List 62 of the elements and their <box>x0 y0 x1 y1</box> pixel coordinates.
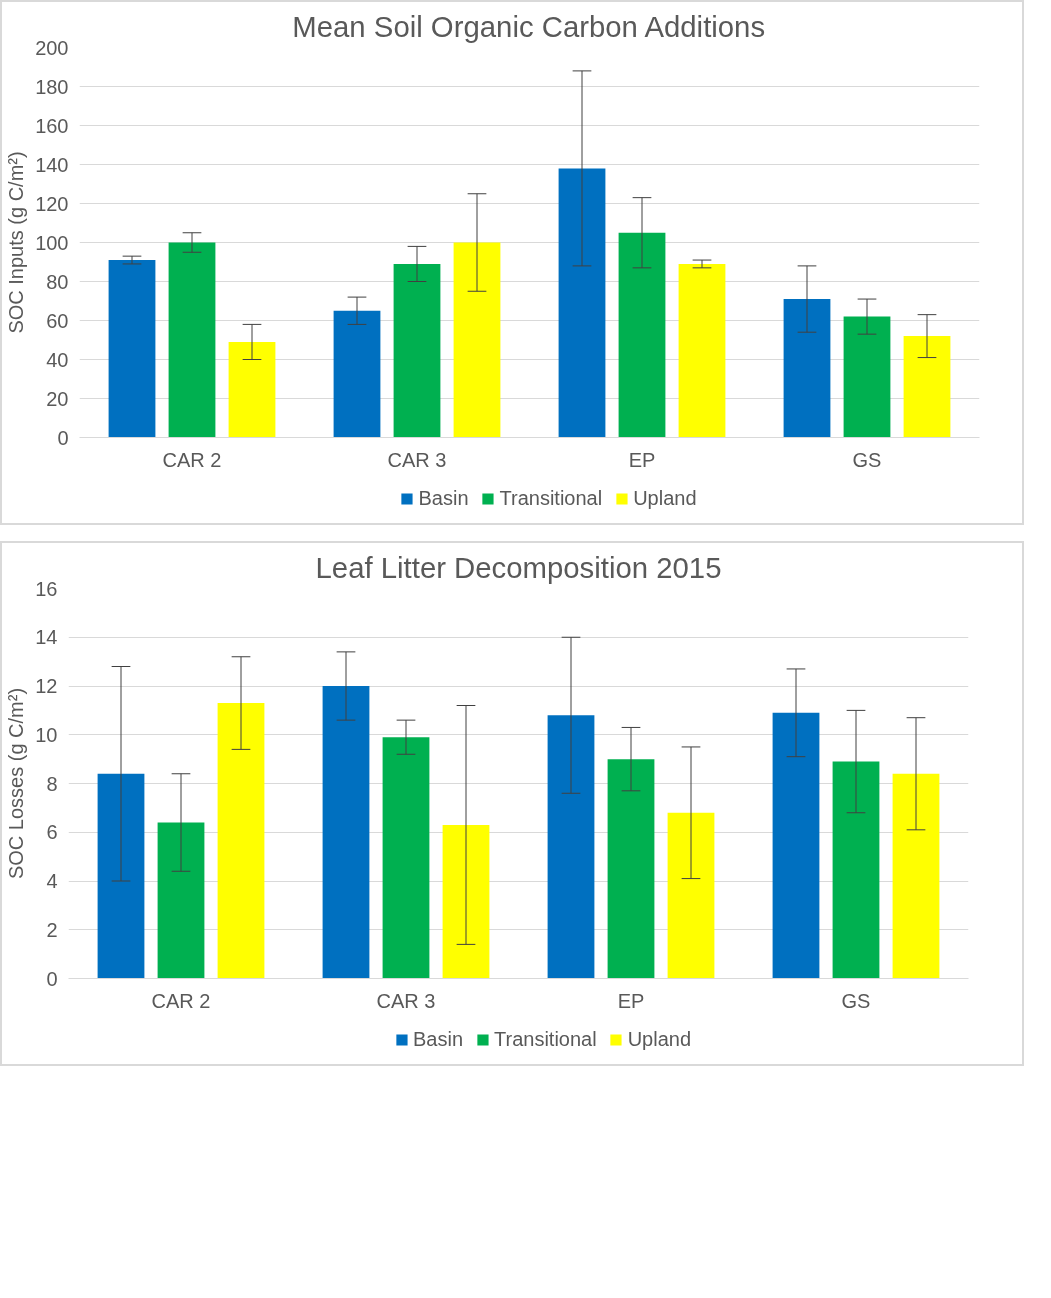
legend-label: Transitional <box>494 1027 597 1051</box>
bar <box>772 712 820 979</box>
y-tick-label: 10 <box>35 723 58 746</box>
bar <box>832 761 880 979</box>
x-tick-label: CAR 2 <box>151 989 211 1012</box>
bar <box>903 336 951 438</box>
bar <box>678 263 726 438</box>
legend-label: Basin <box>418 486 469 510</box>
bar <box>393 263 441 438</box>
x-tick-label: CAR 3 <box>376 989 436 1012</box>
y-tick-label: 40 <box>46 348 69 371</box>
y-tick-label: 6 <box>46 821 58 844</box>
bar <box>618 232 666 438</box>
y-tick-label: 0 <box>57 426 69 449</box>
y-tick-label: 200 <box>35 36 69 59</box>
y-tick-label: 8 <box>46 772 58 795</box>
y-tick-label: 160 <box>35 114 69 137</box>
bar <box>108 260 156 438</box>
x-tick-label: GS <box>852 448 882 471</box>
y-tick-label: 180 <box>35 75 69 98</box>
y-tick-label: 120 <box>35 192 69 215</box>
bar <box>558 168 606 438</box>
bar <box>607 759 655 979</box>
legend-label: Upland <box>633 486 697 510</box>
y-tick-label: 140 <box>35 153 69 176</box>
x-tick-label: EP <box>628 448 656 471</box>
y-tick-label: 20 <box>46 387 69 410</box>
y-tick-label: 14 <box>35 626 58 649</box>
bar <box>157 822 205 979</box>
bar <box>892 773 940 979</box>
y-tick-label: 60 <box>46 309 69 332</box>
bar <box>333 310 381 438</box>
y-tick-label: 4 <box>46 870 58 892</box>
bar <box>382 737 430 979</box>
bar <box>453 242 501 438</box>
bar <box>547 715 595 979</box>
y-tick-label: 12 <box>35 675 58 697</box>
legend-label: Upland <box>627 1027 692 1051</box>
y-tick-label: 0 <box>46 967 58 990</box>
legend-label: Basin <box>412 1027 463 1051</box>
y-tick-label: 16 <box>35 577 58 600</box>
x-tick-label: CAR 2 <box>162 448 222 471</box>
x-tick-label: GS <box>841 989 871 1012</box>
y-axis-title: SOC Inputs (g C/m²) <box>5 151 28 334</box>
legend-label: Transitional <box>499 486 603 510</box>
bar <box>667 812 715 979</box>
bar <box>168 242 216 438</box>
bar <box>442 824 490 979</box>
bar <box>843 316 891 438</box>
bar <box>217 703 265 979</box>
bar <box>228 341 276 438</box>
y-tick-label: 80 <box>46 270 69 293</box>
bar <box>97 773 145 979</box>
chart-title: Leaf Litter Decomposition 2015 <box>315 550 722 584</box>
bar <box>322 686 370 979</box>
chart-title: Mean Soil Organic Carbon Additions <box>292 9 766 43</box>
bar <box>783 299 831 438</box>
x-tick-label: CAR 3 <box>387 448 447 471</box>
y-tick-label: 100 <box>35 231 69 254</box>
x-tick-label: EP <box>617 989 645 1012</box>
y-tick-label: 2 <box>46 918 58 941</box>
y-axis-title: SOC Losses (g C/m²) <box>5 687 28 880</box>
